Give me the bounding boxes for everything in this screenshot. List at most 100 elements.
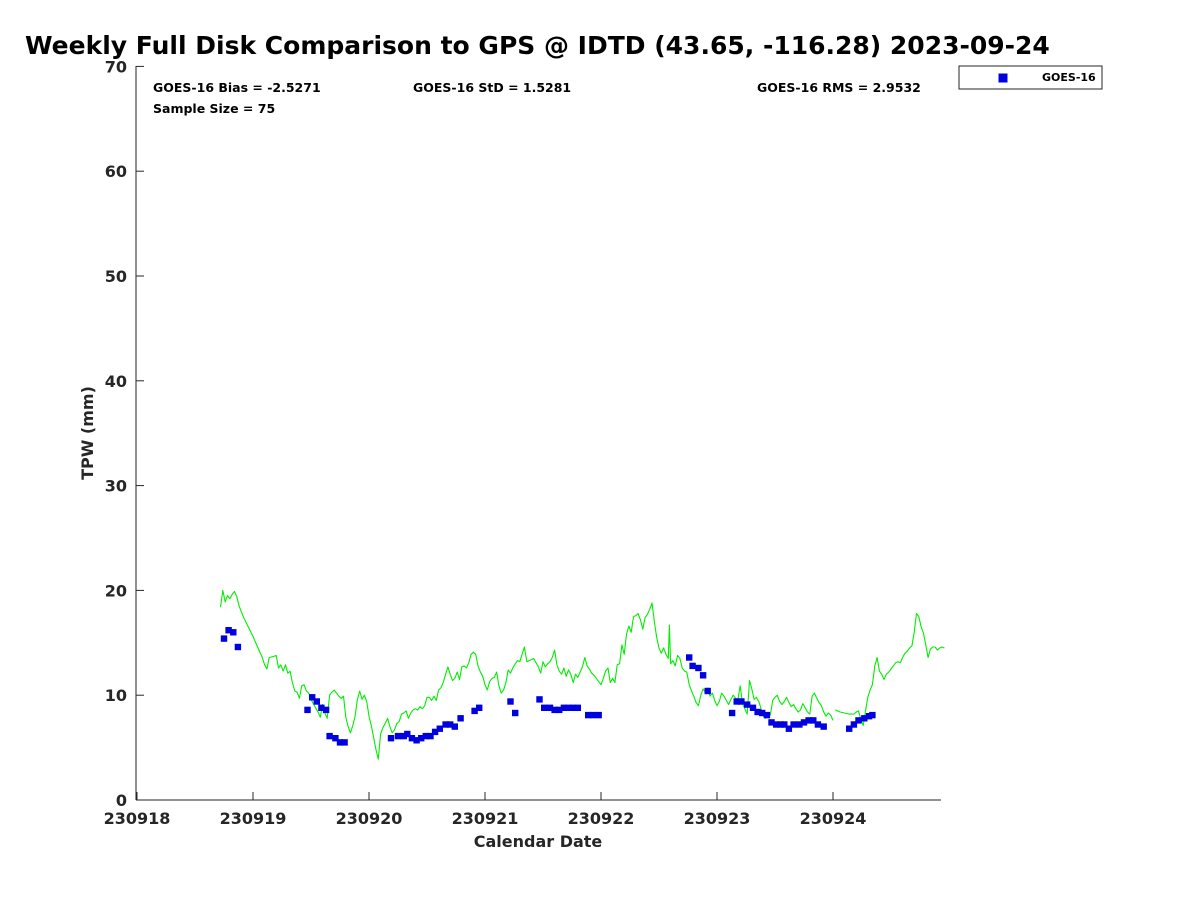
goes-16-point <box>777 721 784 728</box>
goes-16-point <box>565 704 572 711</box>
x-tick-label: 230918 <box>104 809 171 828</box>
goes-16-point <box>451 723 458 730</box>
goes-16-point <box>589 711 597 719</box>
y-tick-label: 40 <box>105 372 127 391</box>
goes-16-point <box>759 709 766 717</box>
goes-16-point <box>394 732 402 740</box>
goes-16-point <box>850 721 858 728</box>
y-tick-label: 30 <box>105 477 127 496</box>
legend-goes-16-label: GOES-16 <box>1042 71 1096 84</box>
goes-16-point <box>785 725 793 732</box>
gps-line <box>219 589 834 760</box>
goes-16-point <box>427 732 434 740</box>
goes-16-point <box>220 635 228 642</box>
goes-16-point <box>408 735 416 742</box>
y-tick-label: 0 <box>116 791 127 810</box>
goes-16-point <box>447 721 454 728</box>
goes-16-point <box>738 698 745 705</box>
goes-16-point <box>595 711 602 719</box>
goes-16-series <box>220 627 876 746</box>
axes <box>135 66 941 801</box>
goes-16-point <box>541 704 548 711</box>
goes-16-point <box>749 704 757 711</box>
goes-16-point <box>471 707 478 715</box>
goes-16-point <box>855 717 862 724</box>
goes-16-point <box>413 737 420 744</box>
x-tick-label: 230924 <box>800 809 867 828</box>
goes-16-point <box>551 706 558 714</box>
y-axis-label: TPW (mm) <box>78 386 97 480</box>
goes-16-point <box>773 721 780 728</box>
goes-16-point <box>814 721 822 728</box>
goes-16-point <box>574 704 581 711</box>
sample-size-stat: Sample Size = 75 <box>153 101 275 116</box>
y-tick-label: 10 <box>105 686 127 705</box>
goes-16-point <box>704 687 711 695</box>
goes-16-point <box>820 723 827 730</box>
goes-16-point <box>763 711 771 719</box>
goes-16-point <box>796 721 803 728</box>
y-ticks: 0 10 20 30 40 50 60 70 <box>105 57 144 810</box>
goes-16-point <box>810 717 817 724</box>
goes-16-point <box>800 719 808 726</box>
std-stat: GOES-16 StD = 1.5281 <box>413 80 571 95</box>
x-tick-label: 230923 <box>684 809 751 828</box>
goes-16-point <box>846 725 853 732</box>
x-tick-label: 230919 <box>220 809 287 828</box>
goes-16-point <box>507 698 514 705</box>
goes-16-point <box>436 725 443 732</box>
goes-16-point <box>309 694 316 701</box>
goes-16-point <box>336 739 344 746</box>
goes-16-point <box>781 721 788 728</box>
legend: GOES-16 <box>958 65 1103 90</box>
goes-16-point <box>585 711 592 719</box>
goes-16-point <box>536 696 543 703</box>
goes-16-point <box>790 721 797 728</box>
legend-box <box>958 65 1103 90</box>
goes-16-point <box>313 698 320 705</box>
goes-16-point <box>728 709 736 717</box>
goes-16-point <box>570 704 577 711</box>
goes-16-point <box>431 728 439 736</box>
goes-16-point <box>234 643 242 651</box>
goes-16-point <box>689 662 696 670</box>
goes-16-point <box>869 711 876 719</box>
goes-16-point <box>457 715 464 722</box>
goes-16-point <box>422 732 429 740</box>
y-tick-label: 60 <box>105 162 127 181</box>
x-tick-label: 230922 <box>568 809 635 828</box>
goes-16-point <box>805 717 812 724</box>
goes-16-point <box>861 715 868 722</box>
goes-16-point <box>546 704 554 711</box>
y-tick-label: 50 <box>105 267 127 286</box>
rms-stat: GOES-16 RMS = 2.9532 <box>757 80 921 95</box>
goes-16-point <box>512 709 519 717</box>
x-tick-label: 230920 <box>336 809 403 828</box>
legend-goes-16-marker <box>998 73 1008 83</box>
goes-16-point <box>699 672 707 679</box>
y-tick-label: 70 <box>105 57 127 76</box>
goes-16-point <box>225 627 232 634</box>
goes-16-point <box>476 704 483 711</box>
goes-16-point <box>230 629 237 636</box>
goes-16-point <box>341 739 348 746</box>
goes-16-point <box>332 735 339 742</box>
chart-title: Weekly Full Disk Comparison to GPS @ IDT… <box>25 31 1050 60</box>
goes-16-point <box>560 704 568 711</box>
goes-16-point <box>733 698 740 705</box>
x-axis-label: Calendar Date <box>474 832 603 851</box>
goes-16-point <box>404 730 411 738</box>
x-tick-label: 230921 <box>452 809 519 828</box>
goes-16-point <box>744 701 751 708</box>
x-ticks: 230918 230919 230920 230921 230922 230923 2309… <box>104 792 867 828</box>
goes-16-point <box>865 713 873 720</box>
goes-16-point <box>418 735 425 742</box>
goes-16-point <box>768 719 775 726</box>
goes-16-point <box>442 721 449 728</box>
goes-16-point <box>318 704 325 711</box>
goes-16-point <box>326 732 333 740</box>
goes-16-point <box>556 706 563 714</box>
y-tick-label: 20 <box>105 581 127 600</box>
goes-16-point <box>387 735 395 742</box>
